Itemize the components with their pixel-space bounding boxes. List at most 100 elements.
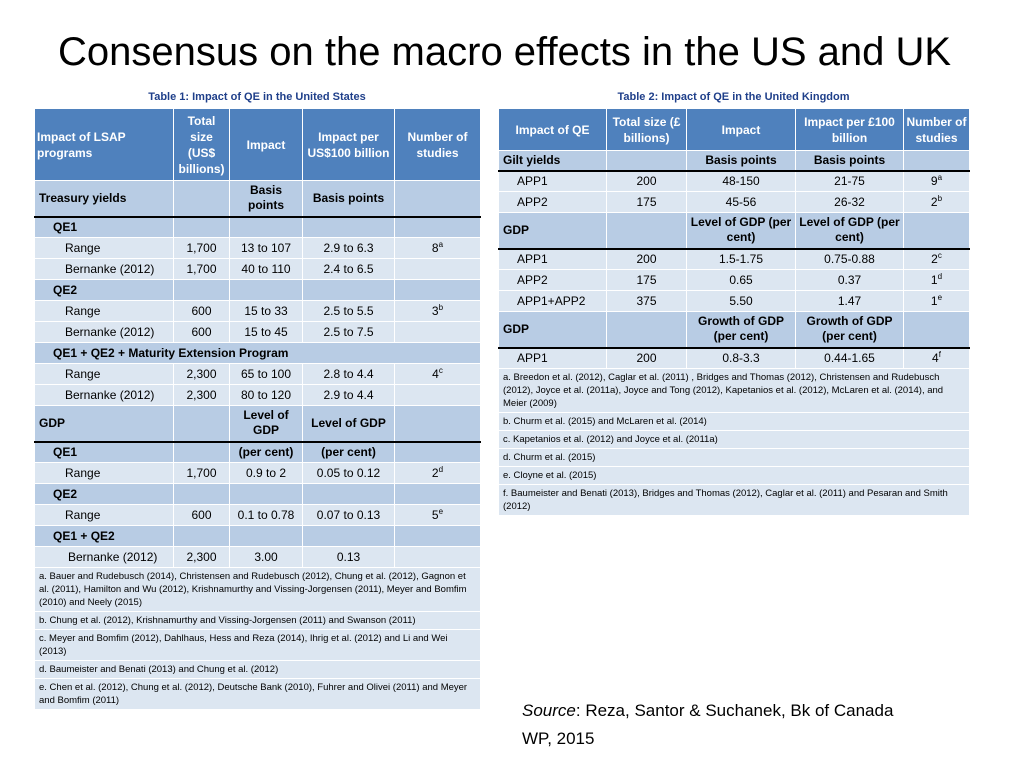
- row-label: APP1: [498, 247, 607, 270]
- studies-cell: 2d: [394, 462, 481, 484]
- source-text: : Reza, Santor & Suchanek, Bk of Canada …: [522, 701, 894, 748]
- footnote: e. Chen et al. (2012), Chung et al. (201…: [34, 678, 481, 710]
- cell: 175: [606, 191, 687, 213]
- footnote: a. Bauer and Rudebusch (2014), Christens…: [34, 567, 481, 612]
- cell: 0.05 to 0.12: [302, 462, 395, 484]
- uk-header-studies: Number of studies: [903, 108, 970, 151]
- cell: 0.8-3.3: [686, 346, 796, 369]
- footnote: e. Cloyne et al. (2015): [498, 466, 970, 485]
- footnote: c. Meyer and Bomfim (2012), Dahlhaus, He…: [34, 629, 481, 661]
- unit-label: Basis points: [686, 150, 796, 171]
- section-label: Gilt yields: [498, 150, 607, 171]
- cell: 15 to 45: [229, 321, 303, 343]
- row-label: Range: [34, 300, 174, 322]
- subsection-label: QE1: [34, 215, 174, 238]
- uk-header-per100: Impact per £100 billion: [795, 108, 904, 151]
- table-row: Range 600 0.1 to 0.78 0.07 to 0.13 5e: [34, 504, 481, 526]
- section-label: GDP: [498, 212, 607, 249]
- footnote-mark: d: [438, 465, 444, 474]
- row-label: APP2: [498, 269, 607, 291]
- footnote-mark: e: [438, 507, 444, 516]
- cell: 375: [606, 290, 687, 312]
- studies-cell: 2c: [903, 247, 970, 270]
- table-row: Range 1,700 0.9 to 2 0.05 to 0.12 2d: [34, 462, 481, 484]
- cell: 175: [606, 269, 687, 291]
- studies-cell: 8a: [394, 237, 481, 259]
- cell: 0.37: [795, 269, 904, 291]
- cell: 80 to 120: [229, 384, 303, 406]
- uk-qe-table: Table 2: Impact of QE in the United King…: [498, 88, 970, 516]
- studies-cell: 1e: [903, 290, 970, 312]
- footnote: c. Kapetanios et al. (2012) and Joyce et…: [498, 430, 970, 449]
- footnote: d. Baumeister and Benati (2013) and Chun…: [34, 660, 481, 679]
- cell: 600: [173, 504, 230, 526]
- cell: 0.75-0.88: [795, 247, 904, 270]
- cell: 26-32: [795, 191, 904, 213]
- row-label: Range: [34, 363, 174, 385]
- us-table-caption: Table 1: Impact of QE in the United Stat…: [148, 91, 366, 103]
- table-row: APP1+APP2 375 5.50 1.47 1e: [498, 290, 970, 312]
- table-row: APP2 175 45-56 26-32 2b: [498, 191, 970, 213]
- cell: 0.1 to 0.78: [229, 504, 303, 526]
- row-label: Bernanke (2012): [34, 258, 174, 280]
- cell: 5.50: [686, 290, 796, 312]
- footnote-mark: b: [937, 194, 943, 203]
- section-label: GDP: [498, 311, 607, 348]
- section-label: Treasury yields: [34, 180, 174, 217]
- cell: 1,700: [173, 237, 230, 259]
- table-row: Range 600 15 to 33 2.5 to 5.5 3b: [34, 300, 481, 322]
- row-label: Range: [34, 504, 174, 526]
- row-label: Range: [34, 462, 174, 484]
- row-label: Bernanke (2012): [34, 546, 174, 568]
- cell: 200: [606, 169, 687, 192]
- studies-cell: 1d: [903, 269, 970, 291]
- uk-header-program: Impact of QE: [498, 108, 607, 151]
- footnote-mark: c: [438, 366, 443, 375]
- studies-cell: 2b: [903, 191, 970, 213]
- source-label: Source: [522, 701, 576, 720]
- cell: 2.9 to 6.3: [302, 237, 395, 259]
- unit-label: Growth of GDP (per cent): [686, 311, 796, 348]
- footnote: d. Churm et al. (2015): [498, 448, 970, 467]
- table-row: Range 2,300 65 to 100 2.8 to 4.4 4c: [34, 363, 481, 385]
- subsection-label: QE1 + QE2 + Maturity Extension Program: [34, 342, 481, 364]
- row-label: Bernanke (2012): [34, 384, 174, 406]
- cell: 0.9 to 2: [229, 462, 303, 484]
- cell: 1.47: [795, 290, 904, 312]
- table-row: Bernanke (2012) 2,300 3.00 0.13: [34, 546, 481, 568]
- unit-label: Basis points: [302, 180, 395, 217]
- cell: 1.5-1.75: [686, 247, 796, 270]
- footnote-mark: e: [937, 293, 943, 302]
- cell: 40 to 110: [229, 258, 303, 280]
- table-row: APP1 200 48-150 21-75 9a: [498, 169, 970, 192]
- footnote-mark: f: [938, 350, 941, 360]
- table-row: APP2 175 0.65 0.37 1d: [498, 269, 970, 291]
- cell: 2,300: [173, 363, 230, 385]
- studies-cell: 4f: [903, 346, 970, 369]
- footnote: b. Chung et al. (2012), Krishnamurthy an…: [34, 611, 481, 630]
- footnote-mark: b: [438, 303, 444, 312]
- cell: 3.00: [229, 546, 303, 568]
- studies-cell: 5e: [394, 504, 481, 526]
- row-label: Bernanke (2012): [34, 321, 174, 343]
- us-qe-table: Table 1: Impact of QE in the United Stat…: [34, 88, 481, 710]
- cell: 15 to 33: [229, 300, 303, 322]
- cell: 21-75: [795, 169, 904, 192]
- subsection-label: QE2: [34, 279, 174, 301]
- unit-label: Growth of GDP (per cent): [795, 311, 904, 348]
- cell: 2.5 to 5.5: [302, 300, 395, 322]
- cell: 600: [173, 300, 230, 322]
- table-row: Bernanke (2012) 600 15 to 45 2.5 to 7.5: [34, 321, 481, 343]
- uk-header-size: Total size (£ billions): [606, 108, 687, 151]
- cell: 2,300: [173, 384, 230, 406]
- subsection-label: QE1 + QE2: [34, 525, 174, 547]
- cell: 2.8 to 4.4: [302, 363, 395, 385]
- cell: 48-150: [686, 169, 796, 192]
- unit-label: Level of GDP: [229, 405, 303, 442]
- us-header-program: Impact of LSAP programs: [34, 108, 174, 181]
- row-label: APP1: [498, 346, 607, 369]
- unit-label: (per cent): [302, 440, 395, 463]
- footnote: b. Churm et al. (2015) and McLaren et al…: [498, 412, 970, 431]
- studies-cell: 3b: [394, 300, 481, 322]
- cell: 0.44-1.65: [795, 346, 904, 369]
